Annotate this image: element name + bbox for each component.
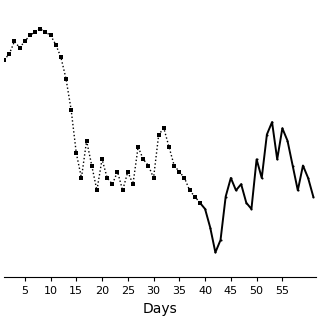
X-axis label: Days: Days: [143, 302, 177, 316]
